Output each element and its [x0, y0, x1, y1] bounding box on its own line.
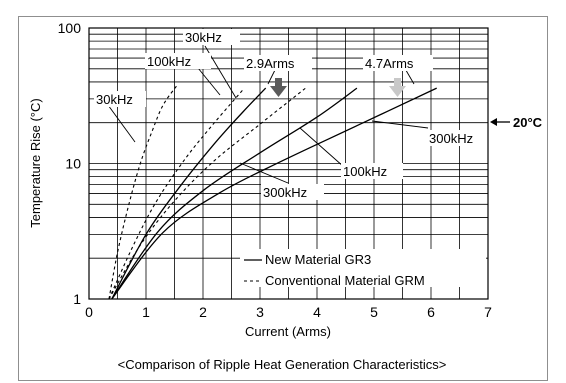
arrow-4-7arms-head [389, 86, 406, 97]
legend: New Material GR3 Conventional Material G… [240, 249, 486, 288]
arrow-2-9arms [270, 78, 287, 97]
ann-100khz-gr3: 100kHz [343, 164, 387, 179]
ann-300khz-gr3: 300kHz [429, 131, 473, 146]
ann-4-7arms: 4.7Arms [365, 56, 414, 71]
legend-background [240, 249, 486, 287]
y-tick-label: 10 [65, 156, 81, 172]
x-tick-label: 2 [199, 304, 207, 320]
ann-30khz-gr3: 30kHz [185, 30, 222, 45]
ann-100khz-grm: 100kHz [147, 54, 191, 69]
ann-bg-30khz-left [94, 91, 146, 107]
arrow-4-7arms [389, 78, 406, 97]
y-tick-label: 1 [73, 291, 81, 307]
x-tick-label: 5 [370, 304, 378, 320]
series-solid-100khz-line [111, 87, 358, 300]
ann-30khz-grm: 30kHz [96, 92, 133, 107]
x-tick-label: 0 [85, 304, 93, 320]
curves [108, 84, 437, 300]
plot-area [88, 27, 489, 300]
ann-bg-2-9arms [244, 55, 312, 71]
annotation-leaders [107, 45, 429, 184]
series-dashed-100khz-line [108, 89, 244, 300]
arrow-4-7arms-shaft [394, 78, 401, 86]
ann-20c: 20°C [513, 115, 543, 130]
series-dashed-30khz-line [108, 84, 178, 300]
ann-bg-300khz-right [427, 130, 487, 146]
y-axis-label: Temperature Rise (°C) [28, 98, 43, 227]
ann-2-9arms: 2.9Arms [246, 56, 295, 71]
figure-frame [18, 16, 548, 381]
leader-300khz-grm [239, 162, 289, 184]
arrow-2-9arms-shaft [275, 78, 282, 86]
ann-bg-4-7arms [363, 55, 433, 71]
x-tick-label: 1 [142, 304, 150, 320]
legend-gr3-label: New Material GR3 [265, 252, 371, 267]
x-axis-label: Current (Arms) [245, 324, 331, 339]
ann-300khz-grm: 300kHz [263, 185, 307, 200]
ann-bg-100khz-mid [341, 163, 403, 179]
marker-20c: 20°C [490, 115, 543, 130]
series-solid-30khz-line [111, 87, 267, 300]
x-tick-label: 3 [256, 304, 264, 320]
leader-30khz-grm [107, 104, 136, 143]
marker-20c-arrowhead [490, 118, 497, 126]
x-tick-label: 6 [427, 304, 435, 320]
y-tick-label: 100 [58, 20, 82, 36]
x-tick-label: 4 [313, 304, 321, 320]
chart-caption: <Comparison of Ripple Heat Generation Ch… [118, 357, 447, 372]
series-solid-300khz-line [111, 87, 437, 300]
leader-100khz-gr3 [299, 127, 345, 168]
arrow-2-9arms-head [270, 86, 287, 97]
x-tick-label: 7 [484, 304, 492, 320]
legend-grm-label: Conventional Material GRM [265, 273, 425, 288]
leader-300khz-gr3 [371, 120, 429, 129]
leader-100khz-grm [197, 67, 221, 96]
ann-bg-100khz-top [145, 53, 211, 69]
ann-bg-300khz-low [261, 184, 324, 200]
ann-bg-30khz-top [183, 29, 240, 45]
